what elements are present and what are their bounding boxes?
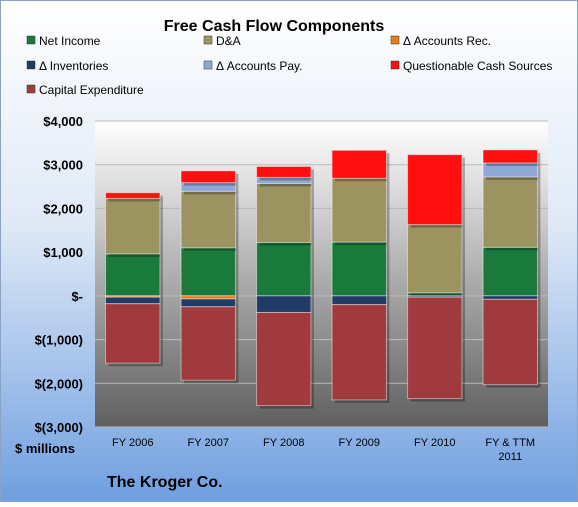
legend-label: Net Income [39, 34, 101, 48]
bar-capital-expenditure [105, 303, 161, 364]
plot-area [95, 121, 548, 427]
y-tick-label: $2,000 [43, 201, 83, 216]
legend: Net Income D&A Δ Accounts Rec. Δ Inventorie… [26, 34, 552, 97]
unit-label: $ millions [15, 441, 75, 456]
gridlines [95, 120, 548, 428]
bar-questionable-cash-sources [482, 149, 538, 164]
legend-label: Δ Accounts Rec. [403, 34, 491, 48]
bar-questionable-cash-sources [105, 192, 161, 199]
bar-d-a [256, 183, 312, 244]
legend-item-net-income: Net Income [26, 34, 101, 48]
x-tick-label: FY 2009 [339, 437, 380, 449]
bar-capital-expenditure [180, 306, 236, 381]
y-tick-label: $3,000 [43, 158, 83, 173]
bar-capital-expenditure [256, 311, 312, 407]
x-tick-label: FY 2006 [112, 437, 153, 449]
bar-group-fy-2009 [331, 149, 390, 403]
x-tick-label: FY 2008 [263, 437, 304, 449]
legend-label: Δ Accounts Pay. [216, 59, 303, 73]
x-tick-label: FY & TTM [485, 437, 535, 449]
bar-questionable-cash-sources [180, 170, 236, 184]
bar-d-a [482, 176, 538, 248]
legend-label: Δ Inventories [39, 59, 108, 73]
bar-group-fy-2007 [180, 170, 239, 384]
bar-capital-expenditure [407, 296, 463, 400]
bar-group-fy-2008 [256, 165, 314, 409]
legend-swatch [26, 60, 36, 70]
bar-shadow [108, 195, 163, 202]
legend-item-delta-inventories: Δ Inventories [26, 59, 108, 73]
bar-group-fy-2010 [407, 154, 465, 402]
y-axis: $4,000 $3,000 $2,000 $1,000 $- $(1,000) $(2,00… [35, 114, 83, 435]
legend-label: Capital Expenditure [39, 83, 144, 97]
bar-d-a [407, 224, 463, 294]
legend-swatch [203, 35, 213, 45]
x-tick-label: 2011 [498, 451, 522, 463]
legend-swatch [203, 60, 213, 70]
legend-item-capital-expenditure: Capital Expenditure [26, 83, 144, 97]
company-name: The Kroger Co. [107, 474, 223, 491]
bar-questionable-cash-sources [331, 149, 387, 179]
y-tick-label: $(2,000) [35, 376, 83, 391]
x-tick-label: FY 2007 [188, 437, 229, 449]
bar-capital-expenditure [331, 304, 387, 401]
bar-d-a [105, 197, 161, 255]
legend-swatch [390, 35, 400, 45]
bar-net-income [105, 253, 161, 297]
bar-delta-inventories [105, 296, 161, 305]
bar-net-income [180, 247, 236, 297]
bar-questionable-cash-sources [407, 154, 463, 226]
bar-questionable-cash-sources [256, 165, 312, 178]
y-tick-label: $- [71, 289, 83, 304]
bar-d-a [331, 177, 387, 243]
chart-title: Free Cash Flow Components [164, 18, 385, 35]
bar-delta-inventories [482, 295, 538, 300]
legend-item-questionable-cash-sources: Questionable Cash Sources [390, 59, 552, 73]
legend-swatch [26, 84, 36, 94]
legend-item-delta-accounts-pay: Δ Accounts Pay. [203, 59, 303, 73]
y-tick-label: $(3,000) [35, 420, 83, 435]
legend-swatch [390, 60, 400, 70]
bars [105, 149, 541, 409]
legend-item-d-a: D&A [203, 34, 241, 48]
x-tick-label: FY 2010 [414, 437, 455, 449]
bar-group-fy-2006 [105, 192, 163, 367]
legend-label: D&A [216, 34, 241, 48]
y-tick-label: $1,000 [43, 245, 83, 260]
legend-item-delta-accounts-rec: Δ Accounts Rec. [390, 34, 491, 48]
bar-delta-inventories [256, 295, 312, 313]
bar-d-a [180, 190, 236, 249]
bar-delta-inventories [331, 295, 387, 306]
y-tick-label: $4,000 [43, 114, 83, 129]
bar-net-income [331, 241, 387, 297]
bar-group-fy-ttm-2011 [482, 149, 541, 388]
legend-label: Questionable Cash Sources [403, 59, 552, 73]
bar-delta-inventories [180, 298, 236, 308]
bar-net-income [256, 242, 312, 297]
legend-swatch [26, 35, 36, 45]
y-tick-label: $(1,000) [35, 333, 83, 348]
bar-capital-expenditure [482, 298, 538, 386]
bar-net-income [482, 246, 538, 297]
x-axis: FY 2006 FY 2007 FY 2008 FY 2009 FY 2010 FY & … [112, 437, 535, 463]
